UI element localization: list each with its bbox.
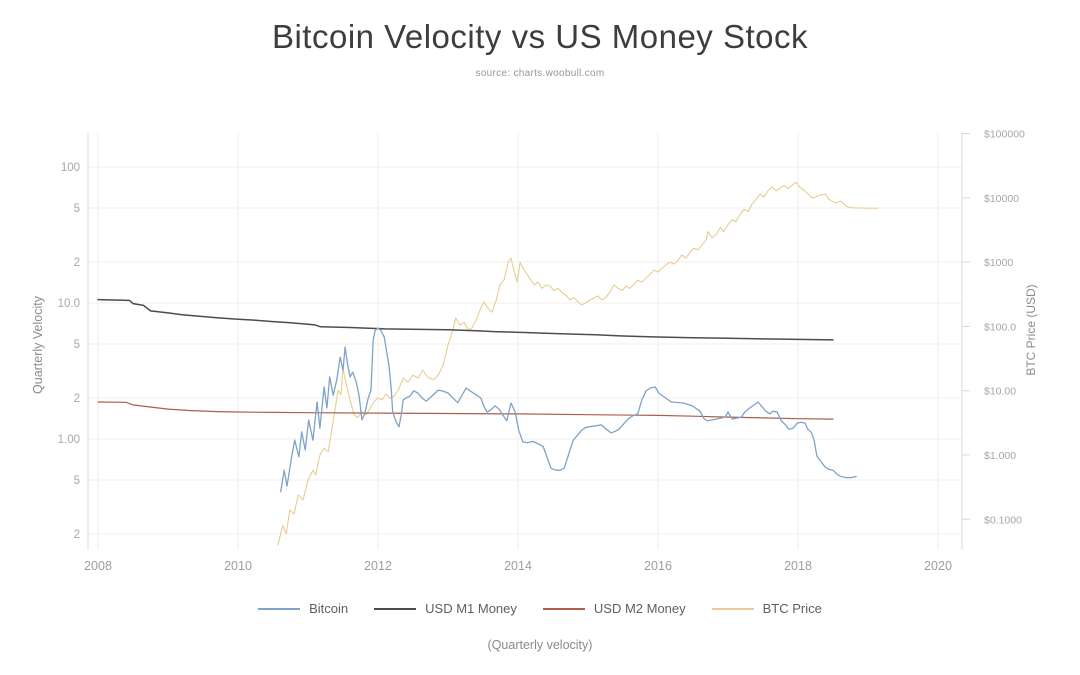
y-left-tick-label: 2 <box>74 257 80 269</box>
y-axis-left-title: Quarterly Velocity <box>31 296 45 394</box>
legend-swatch-bitcoin <box>258 607 301 610</box>
x-tick-label: 2020 <box>924 559 952 573</box>
series-line-usd-m1-money <box>97 298 834 341</box>
x-tick-label: 2016 <box>644 559 672 573</box>
legend: Bitcoin USD M1 Money USD M2 Money BTC Price <box>0 601 1080 616</box>
y-left-tick-label: 1.00 <box>58 434 80 446</box>
y-left-tick-label: 10.0 <box>58 298 80 310</box>
legend-item-bitcoin[interactable]: Bitcoin <box>258 601 348 616</box>
legend-label: USD M1 Money <box>425 601 517 616</box>
chart-caption: (Quarterly velocity) <box>487 638 593 652</box>
y-left-tick-label: 5 <box>74 203 80 215</box>
y-right-tick-label: $10.00 <box>984 386 1016 398</box>
legend-item-usd-m1-money[interactable]: USD M1 Money <box>374 601 517 616</box>
legend-label: USD M2 Money <box>593 601 686 616</box>
chart-title: Bitcoin Velocity vs US Money Stock <box>271 18 809 55</box>
x-tick-label: 2010 <box>224 559 252 573</box>
series-line-bitcoin <box>280 327 857 493</box>
y-left-tick-label: 2 <box>74 529 80 541</box>
x-tick-label: 2012 <box>364 559 392 573</box>
legend-swatch-btc-price <box>711 607 754 610</box>
legend-label: BTC Price <box>762 601 822 616</box>
x-tick-label: 2018 <box>784 559 812 573</box>
y-left-tick-label: 5 <box>74 475 80 487</box>
y-left-tick-label: 100 <box>61 162 80 174</box>
chart-source: source: charts.woobull.com <box>475 68 605 79</box>
y-right-tick-label: $1000 <box>984 257 1013 269</box>
y-right-tick-label: $100000 <box>984 129 1025 141</box>
y-axis-right-title: BTC Price (USD) <box>1024 284 1038 376</box>
legend-swatch-usd-m2-money <box>542 607 585 610</box>
y-right-tick-label: $10000 <box>984 193 1019 205</box>
legend-label: Bitcoin <box>309 601 349 616</box>
x-tick-label: 2014 <box>504 559 532 573</box>
legend-item-usd-m2-money[interactable]: USD M2 Money <box>542 601 686 616</box>
legend-swatch-usd-m1-money <box>374 607 417 610</box>
series-line-usd-m2-money <box>97 401 834 420</box>
y-right-tick-label: $1.000 <box>984 450 1016 462</box>
y-left-tick-label: 5 <box>74 339 80 351</box>
y-right-tick-label: $0.1000 <box>984 514 1022 526</box>
legend-item-btc-price[interactable]: BTC Price <box>711 601 822 616</box>
y-right-tick-label: $100.0 <box>984 321 1016 333</box>
y-left-tick-label: 2 <box>74 393 80 405</box>
x-tick-label: 2008 <box>84 559 112 573</box>
series-line-btc-price <box>277 181 879 546</box>
